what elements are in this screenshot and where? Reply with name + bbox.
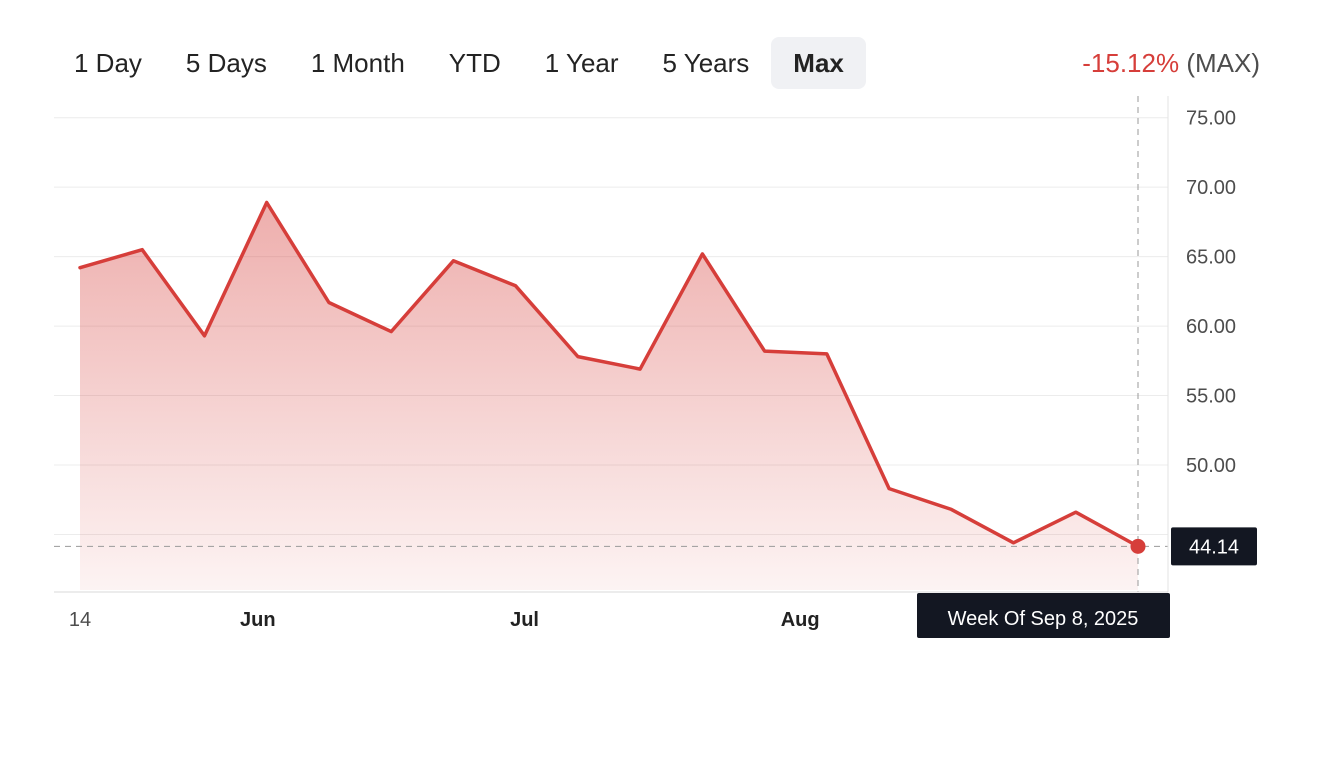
y-tick-label: 65.00: [1186, 247, 1236, 269]
range-1-month-button[interactable]: 1 Month: [310, 47, 405, 78]
performance-summary: -15.12% (MAX): [1082, 48, 1260, 79]
last-price-marker: [1130, 538, 1146, 554]
x-tick-label: Jul: [510, 609, 539, 631]
x-tick-label: Jun: [240, 609, 276, 631]
y-tick-label: 60.00: [1186, 316, 1236, 338]
x-axis-labels: 14 Jun Jul Aug: [69, 609, 820, 631]
performance-change: -15.12%: [1082, 48, 1180, 78]
y-tick-label: 75.00: [1186, 108, 1236, 130]
last-price-tag-text: 44.14: [1189, 536, 1239, 558]
crosshair-date-tag: Week Of Sep 8, 2025: [917, 593, 1170, 638]
x-tick-label: Aug: [781, 609, 820, 631]
price-series-line: [78, 200, 1140, 549]
range-1-day-button[interactable]: 1 Day: [74, 47, 142, 78]
range-1-year-button[interactable]: 1 Year: [544, 47, 619, 78]
crosshair-date-text: Week Of Sep 8, 2025: [948, 608, 1139, 630]
range-5-years-button[interactable]: 5 Years: [662, 47, 750, 78]
range-selector: 1 Day 5 Days 1 Month YTD 1 Year 5 Years …: [52, 36, 866, 90]
last-price-tag-box: [1171, 527, 1257, 566]
last-price-tag: 44.14: [1171, 527, 1257, 566]
y-tick-label: 55.00: [1186, 386, 1236, 408]
x-tick-label: 14: [69, 609, 91, 631]
range-5-days-button[interactable]: 5 Days: [185, 47, 267, 78]
y-tick-label: 50.00: [1186, 455, 1236, 477]
performance-period: (MAX): [1186, 48, 1260, 78]
range-ytd-button[interactable]: YTD: [448, 47, 501, 78]
y-tick-label: 70.00: [1186, 177, 1236, 199]
crosshair-date-box: [917, 593, 1170, 638]
price-area-fill: [80, 202, 1138, 590]
y-axis-labels: 75.00 70.00 65.00 60.00 55.00 50.00: [1186, 108, 1236, 477]
range-max-button[interactable]: Max: [771, 37, 866, 89]
